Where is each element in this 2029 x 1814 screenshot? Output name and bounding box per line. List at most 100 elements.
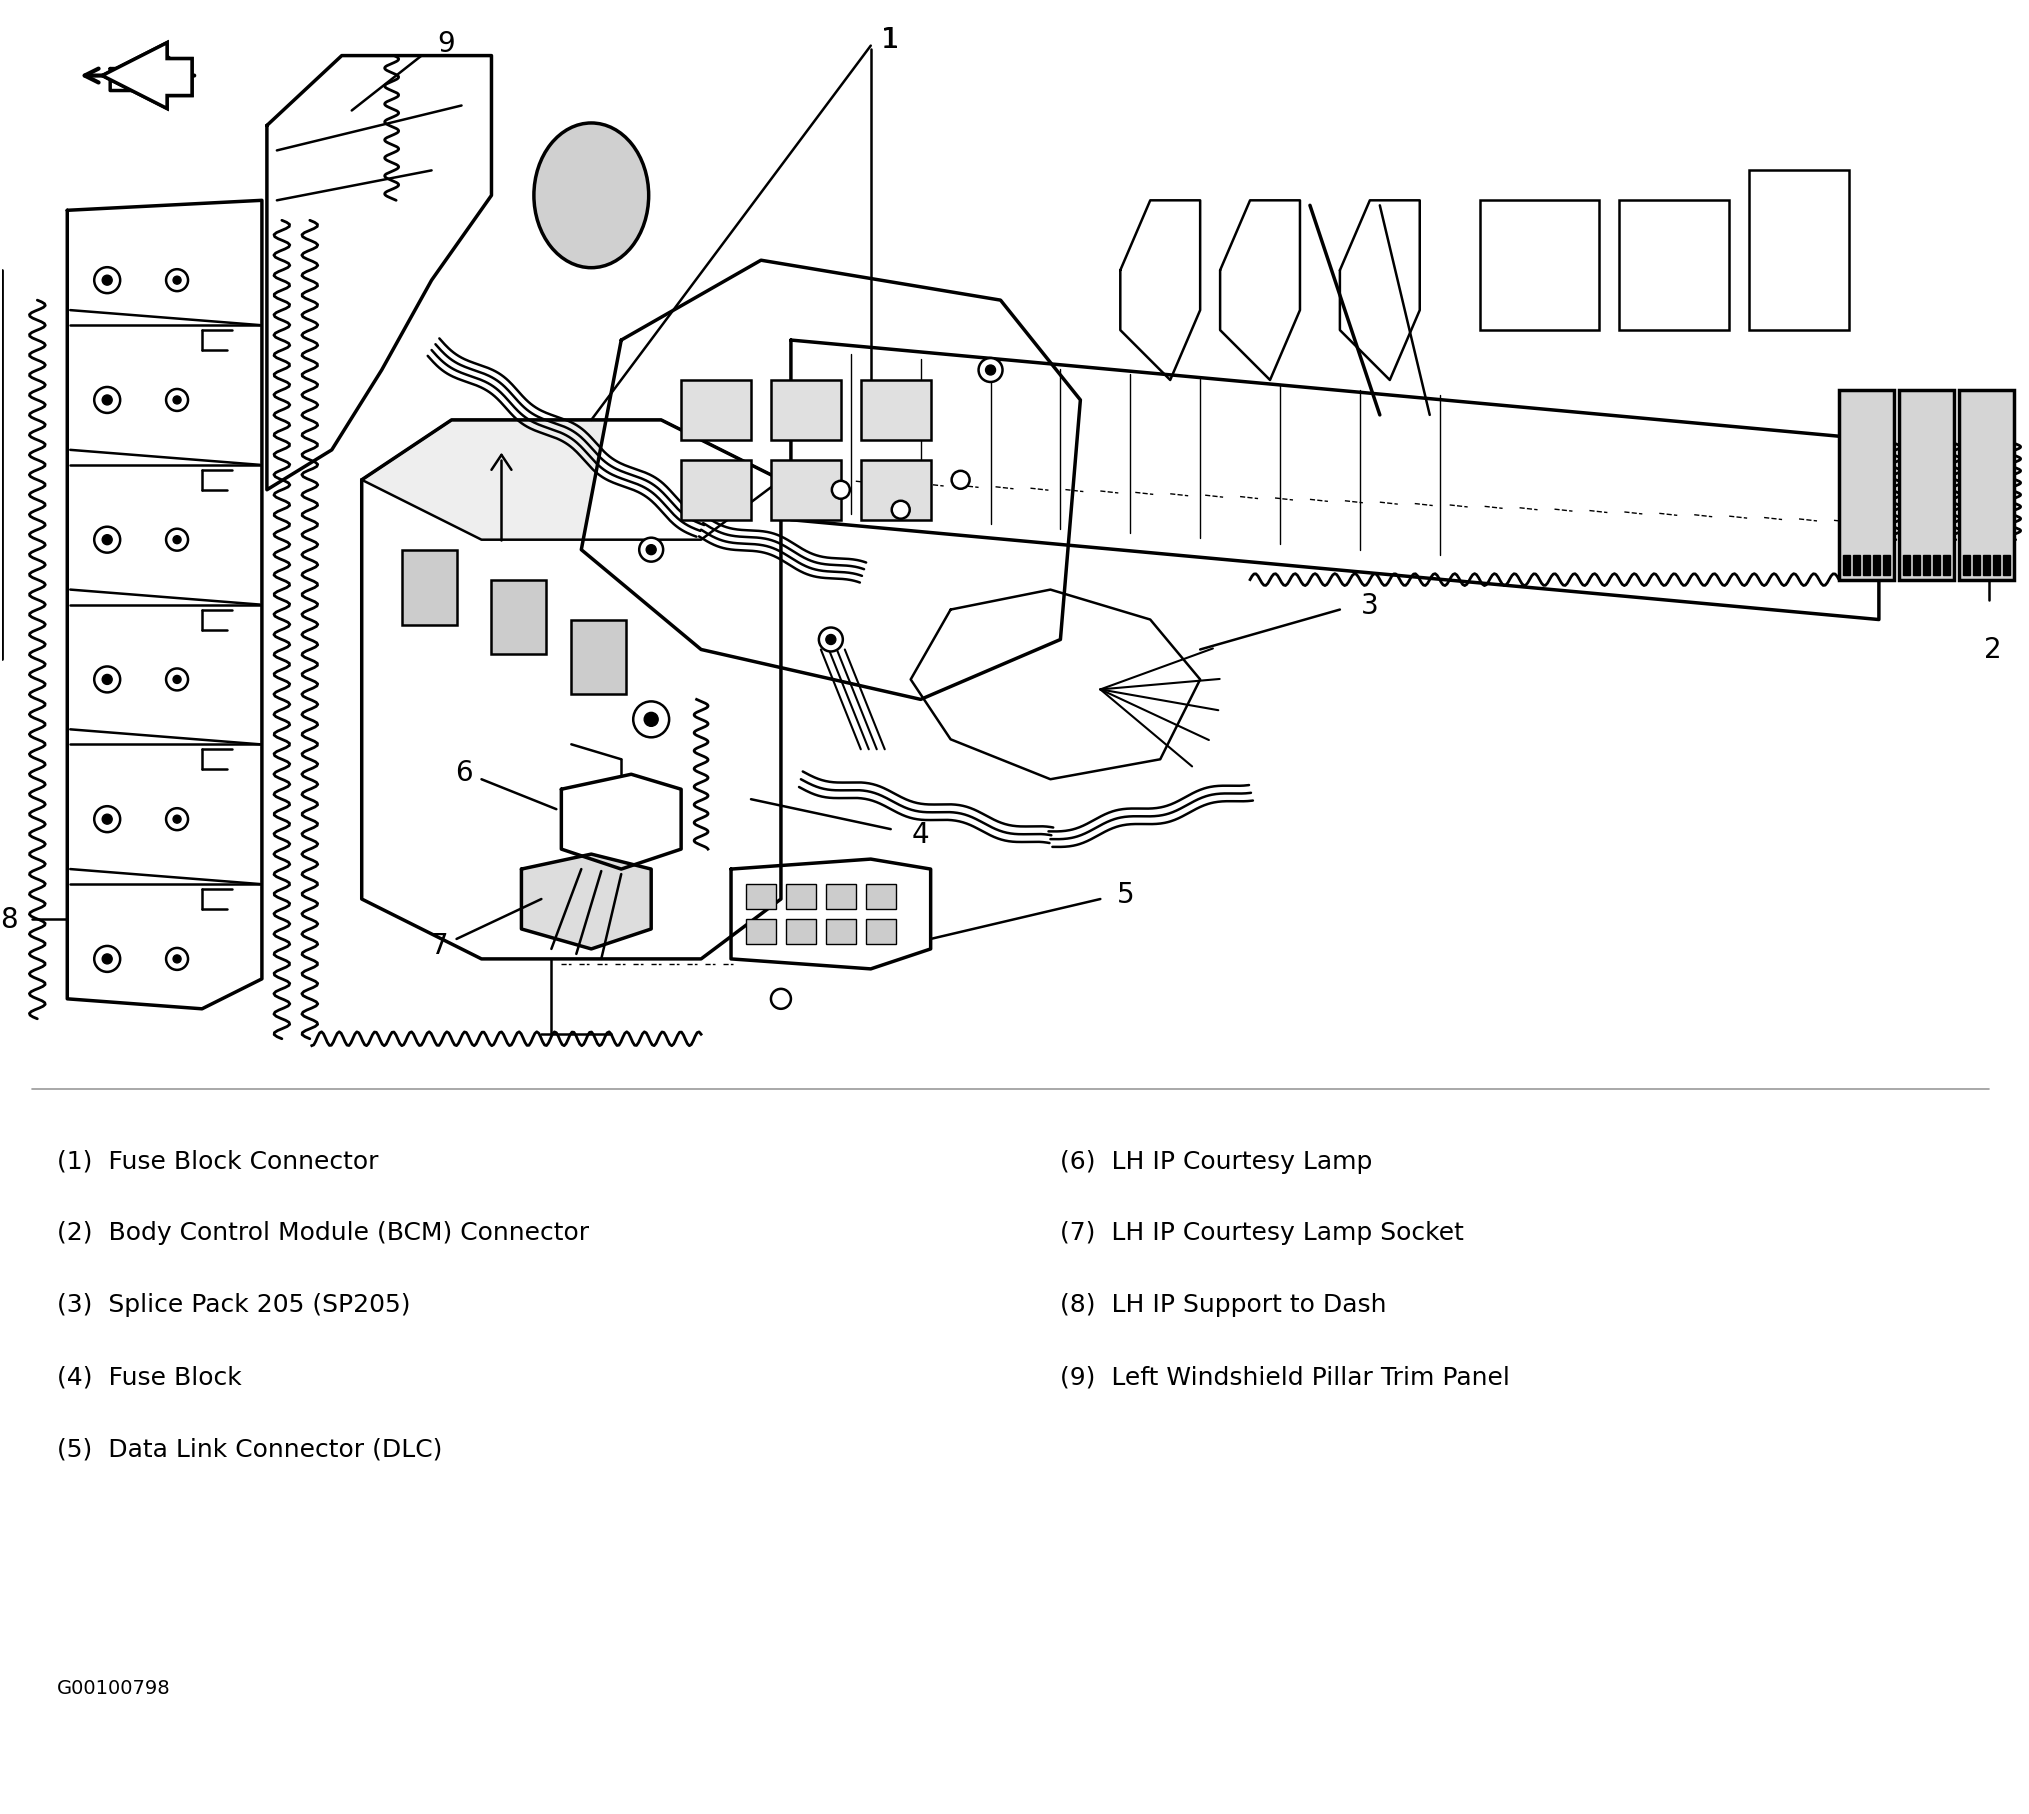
Text: 6: 6 bbox=[454, 758, 473, 787]
Text: 4: 4 bbox=[911, 820, 929, 849]
Circle shape bbox=[101, 814, 112, 825]
Text: (6)  LH IP Courtesy Lamp: (6) LH IP Courtesy Lamp bbox=[1061, 1148, 1374, 1174]
Bar bbox=[682, 381, 751, 441]
Text: G00100798: G00100798 bbox=[57, 1678, 170, 1696]
Circle shape bbox=[645, 546, 655, 555]
Bar bbox=[491, 580, 546, 655]
Bar bbox=[1749, 171, 1848, 330]
Circle shape bbox=[166, 949, 189, 970]
Bar bbox=[866, 920, 895, 945]
Text: (3)  Splice Pack 205 (SP205): (3) Splice Pack 205 (SP205) bbox=[57, 1293, 410, 1317]
Circle shape bbox=[986, 366, 996, 375]
Polygon shape bbox=[268, 56, 491, 490]
Circle shape bbox=[172, 816, 181, 824]
Text: (2)  Body Control Module (BCM) Connector: (2) Body Control Module (BCM) Connector bbox=[57, 1221, 588, 1244]
Polygon shape bbox=[67, 201, 262, 1009]
Bar bbox=[1838, 390, 1893, 580]
Circle shape bbox=[101, 675, 112, 686]
Circle shape bbox=[172, 397, 181, 405]
Bar bbox=[2003, 555, 2009, 575]
Bar bbox=[1903, 555, 1909, 575]
Circle shape bbox=[166, 390, 189, 412]
Bar bbox=[1958, 390, 2013, 580]
Bar bbox=[785, 885, 816, 909]
Bar bbox=[402, 550, 457, 626]
Circle shape bbox=[93, 668, 120, 693]
Circle shape bbox=[172, 677, 181, 684]
Polygon shape bbox=[791, 341, 1879, 620]
Polygon shape bbox=[1219, 201, 1301, 381]
Text: (9)  Left Windshield Pillar Trim Panel: (9) Left Windshield Pillar Trim Panel bbox=[1061, 1364, 1510, 1388]
Polygon shape bbox=[521, 854, 651, 949]
Bar bbox=[771, 381, 840, 441]
Bar bbox=[1934, 555, 1940, 575]
Polygon shape bbox=[101, 44, 193, 109]
Bar bbox=[1962, 555, 1970, 575]
Polygon shape bbox=[582, 261, 1079, 700]
Bar bbox=[860, 461, 931, 521]
Bar bbox=[771, 461, 840, 521]
Circle shape bbox=[172, 537, 181, 544]
Text: 8: 8 bbox=[0, 905, 18, 934]
Polygon shape bbox=[361, 421, 781, 541]
Bar bbox=[1982, 555, 1990, 575]
Bar bbox=[1913, 555, 1919, 575]
Bar bbox=[1863, 555, 1871, 575]
Bar bbox=[1944, 555, 1950, 575]
Bar bbox=[682, 461, 751, 521]
Bar bbox=[866, 885, 895, 909]
Polygon shape bbox=[361, 421, 781, 960]
Bar bbox=[785, 920, 816, 945]
Polygon shape bbox=[110, 49, 193, 103]
Bar bbox=[1479, 201, 1599, 330]
Bar bbox=[1842, 555, 1850, 575]
Text: (8)  LH IP Support to Dash: (8) LH IP Support to Dash bbox=[1061, 1293, 1388, 1317]
Circle shape bbox=[172, 956, 181, 963]
Text: 9: 9 bbox=[438, 29, 454, 58]
Circle shape bbox=[826, 635, 836, 646]
Text: (7)  LH IP Courtesy Lamp Socket: (7) LH IP Courtesy Lamp Socket bbox=[1061, 1221, 1465, 1244]
Text: 1: 1 bbox=[883, 25, 899, 54]
Circle shape bbox=[101, 395, 112, 406]
Text: (4)  Fuse Block: (4) Fuse Block bbox=[57, 1364, 241, 1388]
Circle shape bbox=[93, 947, 120, 972]
Bar bbox=[1992, 555, 2001, 575]
Polygon shape bbox=[1339, 201, 1420, 381]
Circle shape bbox=[101, 535, 112, 546]
Polygon shape bbox=[1120, 201, 1201, 381]
Circle shape bbox=[166, 669, 189, 691]
Circle shape bbox=[93, 807, 120, 833]
Polygon shape bbox=[101, 44, 193, 109]
Polygon shape bbox=[730, 860, 931, 969]
Circle shape bbox=[832, 481, 850, 499]
Circle shape bbox=[166, 530, 189, 551]
Circle shape bbox=[820, 628, 842, 651]
Text: 2: 2 bbox=[1984, 637, 2001, 664]
Circle shape bbox=[166, 270, 189, 292]
Circle shape bbox=[172, 278, 181, 285]
Text: 3: 3 bbox=[1361, 591, 1380, 619]
Text: 5: 5 bbox=[1116, 880, 1134, 909]
Bar bbox=[1619, 201, 1729, 330]
Bar bbox=[747, 920, 775, 945]
Bar bbox=[826, 885, 856, 909]
Circle shape bbox=[771, 989, 791, 1009]
Circle shape bbox=[101, 276, 112, 287]
Circle shape bbox=[93, 268, 120, 294]
Circle shape bbox=[166, 809, 189, 831]
Bar bbox=[1972, 555, 1980, 575]
Text: 1: 1 bbox=[881, 25, 899, 54]
Polygon shape bbox=[911, 590, 1201, 780]
Bar bbox=[1883, 555, 1889, 575]
Circle shape bbox=[952, 472, 970, 490]
Bar bbox=[572, 620, 627, 695]
Circle shape bbox=[93, 388, 120, 414]
Circle shape bbox=[891, 501, 909, 519]
Bar bbox=[747, 885, 775, 909]
Polygon shape bbox=[562, 775, 682, 869]
Text: (1)  Fuse Block Connector: (1) Fuse Block Connector bbox=[57, 1148, 379, 1174]
Circle shape bbox=[101, 954, 112, 965]
Circle shape bbox=[978, 359, 1002, 383]
Bar bbox=[860, 381, 931, 441]
Bar bbox=[1923, 555, 1930, 575]
